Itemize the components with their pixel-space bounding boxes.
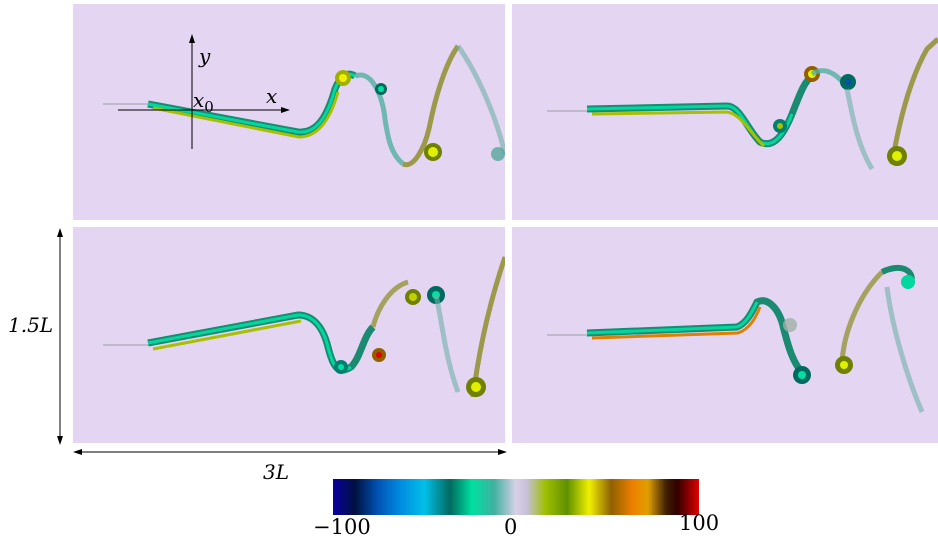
vorticity-panel-top-left: y x x0: [73, 4, 505, 220]
vorticity-panel-bottom-right: [512, 227, 938, 443]
colorbar-mid-label: 0: [504, 515, 518, 539]
colorbar-max-label: 100: [679, 511, 720, 535]
wake-field-top-left: [103, 44, 505, 168]
width-dimension-label: 3L: [263, 460, 290, 484]
vorticity-panel-bottom-left: [73, 227, 505, 443]
vorticity-panel-top-right: [512, 4, 938, 220]
wake-field-bottom-left: [103, 256, 505, 398]
colorbar-min-label: −100: [313, 515, 371, 539]
x-axis-label: x: [266, 84, 278, 108]
wake-field-top-right: [547, 37, 938, 171]
origin-label: x0: [193, 88, 214, 116]
wake-field-bottom-right: [547, 264, 925, 413]
axes-overlay: [118, 34, 290, 149]
height-dimension-label: 1.5L: [8, 313, 54, 337]
y-axis-label: y: [199, 44, 211, 68]
vorticity-colorbar: [333, 479, 699, 515]
